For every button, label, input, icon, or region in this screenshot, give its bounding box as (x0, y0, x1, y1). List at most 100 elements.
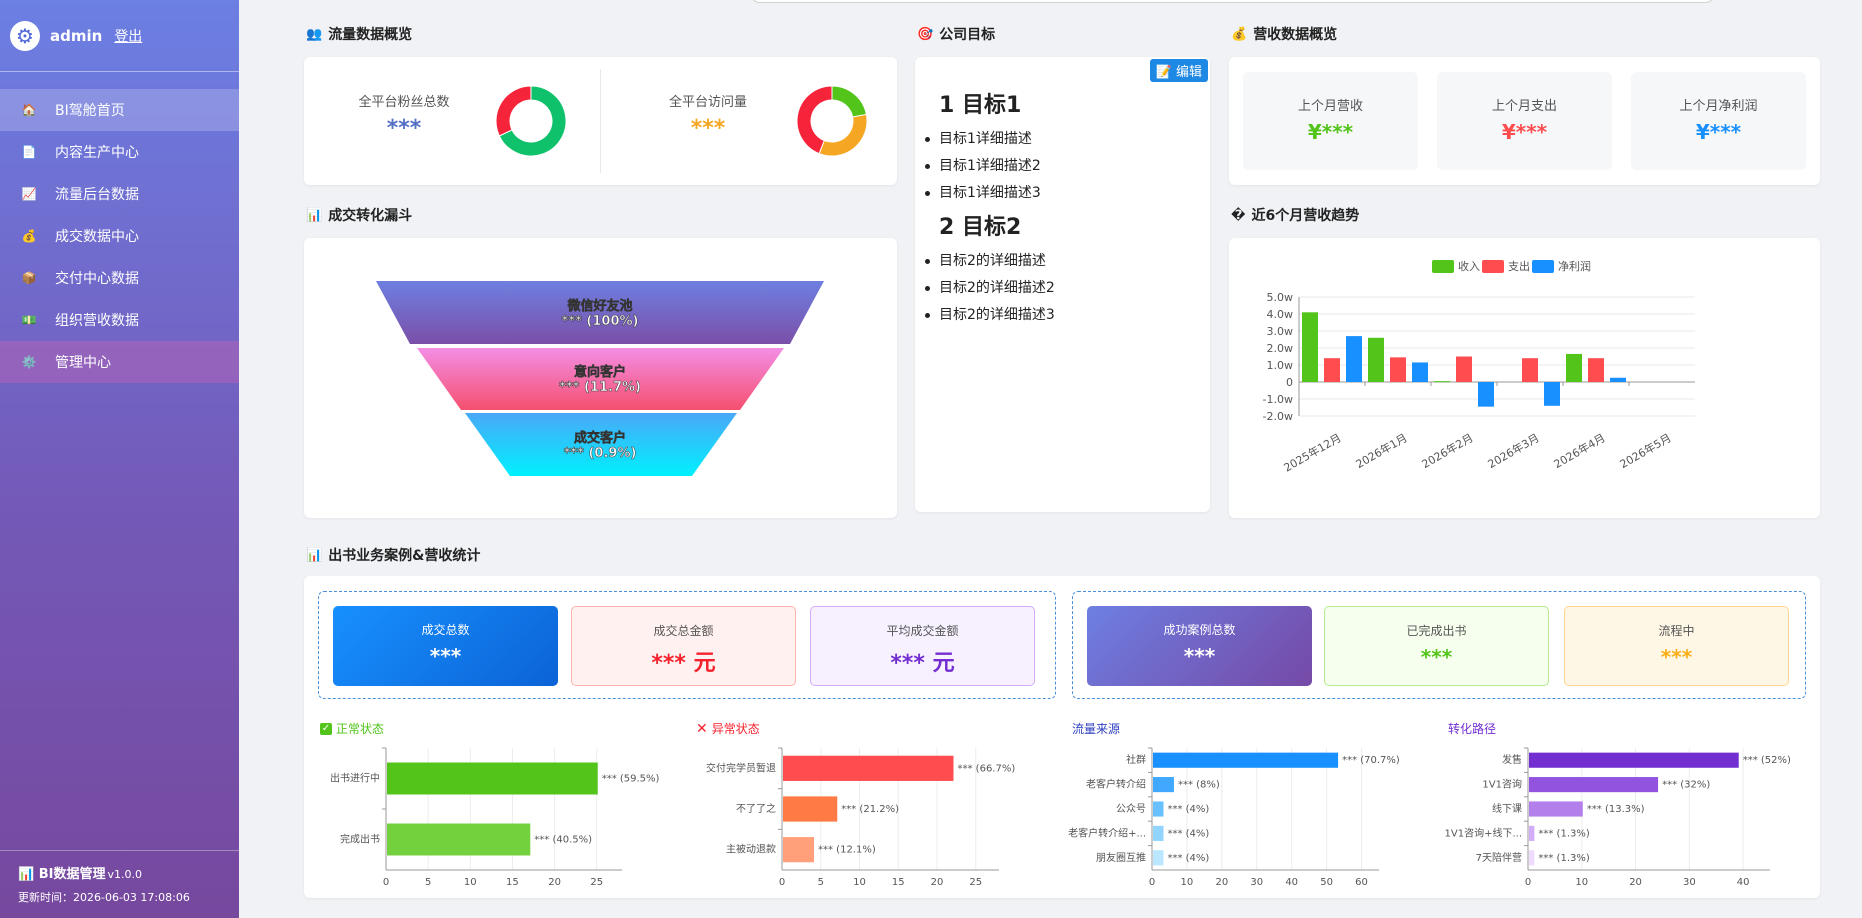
sidebar-item-deals[interactable]: 💰 成交数据中心 (0, 215, 239, 257)
stat-label: 成交总金额 (653, 624, 714, 638)
trend-bar[interactable] (1346, 336, 1362, 382)
visits-label: 全平台访问量 (668, 95, 747, 110)
category-label: 交付完学员暂退 (706, 761, 776, 774)
funnel-card: 微信好友池 *** (100%) 意向客户 *** (11.7%) 成交客户 *… (304, 238, 897, 518)
x-tick-label: 2026年2月 (1419, 430, 1475, 471)
donut-slice[interactable] (831, 85, 867, 118)
trend-bar[interactable] (1456, 356, 1472, 383)
trend-bar[interactable] (1368, 337, 1384, 382)
trend-bar[interactable] (1434, 381, 1450, 383)
category-label: 7天陪伴营 (1476, 851, 1522, 864)
sidebar-item-org-revenue[interactable]: 💵 组织营收数据 (0, 299, 239, 341)
category-label: 完成出书 (340, 833, 380, 846)
goal-heading: 1 目标1 (939, 93, 1022, 118)
trend-bar[interactable] (1566, 353, 1582, 382)
sidebar-item-label: 组织营收数据 (55, 313, 139, 329)
funnel-stage-1[interactable] (376, 281, 824, 344)
funnel-chart: 微信好友池 *** (100%) 意向客户 *** (11.7%) 成交客户 *… (376, 281, 824, 476)
value-label: *** (4%) (1167, 828, 1209, 839)
stat-value: *** (429, 644, 462, 668)
y-tick-label: 3.0w (1267, 325, 1294, 338)
stat-label: 成功案例总数 (1163, 623, 1236, 637)
stat-label: 流程中 (1658, 624, 1695, 638)
stat-in-progress: 流程中 *** (1564, 606, 1789, 686)
hbar[interactable] (1153, 850, 1164, 866)
hbar[interactable] (1529, 825, 1535, 841)
hbar[interactable] (1153, 801, 1164, 817)
trend-bar[interactable] (1610, 377, 1626, 382)
hbar[interactable] (387, 762, 598, 795)
x-tick-label: 40 (1285, 877, 1298, 888)
trend-bar[interactable] (1588, 358, 1604, 382)
legend-swatch[interactable] (1432, 260, 1454, 273)
sidebar: ⚙ admin 登出 🏠 BI驾舱首页 📄 内容生产中心 📈 流量后台数据 💰 成交数据… (0, 0, 239, 918)
hbar[interactable] (783, 837, 814, 863)
legend-label: 净利润 (1558, 259, 1591, 273)
legend-label: 支出 (1508, 259, 1530, 273)
hbar[interactable] (387, 823, 531, 856)
y-tick-label: -2.0w (1263, 410, 1293, 423)
legend-swatch[interactable] (1532, 260, 1554, 273)
sidebar-item-content[interactable]: 📄 内容生产中心 (0, 131, 239, 173)
trend-bar[interactable] (1324, 358, 1340, 382)
trend-bar[interactable] (1544, 382, 1560, 406)
trend-bar[interactable] (1478, 382, 1494, 407)
sidebar-item-bi-home[interactable]: 🏠 BI驾舱首页 (0, 89, 239, 131)
hbar[interactable] (1529, 752, 1739, 768)
trend-bar[interactable] (1390, 357, 1406, 382)
value-label: *** (8%) (1178, 780, 1220, 791)
funnel-stage-value: *** (0.9%) (564, 446, 637, 461)
normal-status-chart: 0 5 10 15 20 25 出书进行中 *** (59.5%) 完成出书 *** (40.5%… (330, 747, 660, 888)
revenue-label: 上个月营收 (1297, 99, 1363, 114)
hbar[interactable] (1153, 752, 1339, 768)
fans-label: 全平台粉丝总数 (358, 95, 450, 110)
value-label: *** (13.3%) (1587, 804, 1645, 815)
funnel-stage-value: *** (11.7%) (559, 380, 641, 395)
username: admin (50, 26, 103, 45)
funnel-stage-name: 微信好友池 (566, 298, 632, 314)
users-icon: 👥 (306, 26, 323, 42)
hbar[interactable] (783, 796, 838, 822)
value-label: *** (1.3%) (1538, 853, 1589, 864)
legend-swatch[interactable] (1482, 260, 1504, 273)
trend-bar[interactable] (1522, 358, 1538, 382)
stat-value: *** 元 (890, 651, 955, 676)
hbar[interactable] (1153, 825, 1164, 841)
sidebar-item-label: 成交数据中心 (55, 229, 139, 245)
donut-slice[interactable] (818, 113, 868, 157)
donut-slice[interactable] (495, 85, 532, 137)
sidebar-item-delivery[interactable]: 📦 交付中心数据 (0, 257, 239, 299)
hbar[interactable] (1529, 850, 1535, 866)
value-label: *** (70.7%) (1342, 755, 1400, 766)
logout-link[interactable]: 登出 (114, 28, 143, 45)
goal-item: 目标2的详细描述 (925, 248, 1055, 275)
top-search-bar[interactable] (750, 0, 1715, 3)
goal-heading: 2 目标2 (939, 215, 1022, 240)
revenue-trend-chart: 收入 支出 净利润 -2.0w -1.0w 0 1.0w 2.0w 3.0w 4.0w 5.0w 20… (1263, 259, 1695, 475)
trend-bar[interactable] (1412, 362, 1428, 382)
funnel-stage-2[interactable] (417, 348, 784, 410)
donut-slice[interactable] (796, 85, 833, 155)
edit-button[interactable]: 📝 编辑 (1149, 59, 1208, 82)
revenue-card: 上个月营收 ¥*** 上个月支出 ¥*** 上个月净利润 ¥*** (1229, 57, 1820, 185)
books-card: 成交总数 *** 成交总金额 *** 元 平均成交金额 *** 元 成功案例总数 ***… (304, 576, 1820, 898)
y-tick-label: 5.0w (1267, 291, 1294, 304)
hbar[interactable] (783, 755, 954, 781)
stat-avg-amount: 平均成交金额 *** 元 (810, 606, 1035, 686)
x-tick-label: 10 (1575, 877, 1588, 888)
goal-item: 目标1详细描述2 (925, 153, 1041, 180)
stat-value: *** (1660, 645, 1693, 669)
funnel-stage-3[interactable] (465, 413, 737, 476)
hbar[interactable] (1529, 801, 1583, 817)
trend-bar[interactable] (1302, 312, 1318, 382)
hbar[interactable] (1529, 777, 1659, 793)
sidebar-item-management[interactable]: ⚙️ 管理中心 (0, 341, 239, 383)
sidebar-item-traffic[interactable]: 📈 流量后台数据 (0, 173, 239, 215)
cash-icon: 💵 (21, 313, 37, 327)
x-tick-label: 5 (425, 877, 431, 888)
hbar[interactable] (1153, 777, 1174, 793)
value-label: *** (32%) (1662, 780, 1710, 791)
revenue-last-month: 上个月营收 ¥*** (1243, 72, 1418, 170)
footer-title: 📊 BI数据管理 v1.0.0 (18, 863, 239, 882)
donut-slice[interactable] (498, 85, 567, 157)
